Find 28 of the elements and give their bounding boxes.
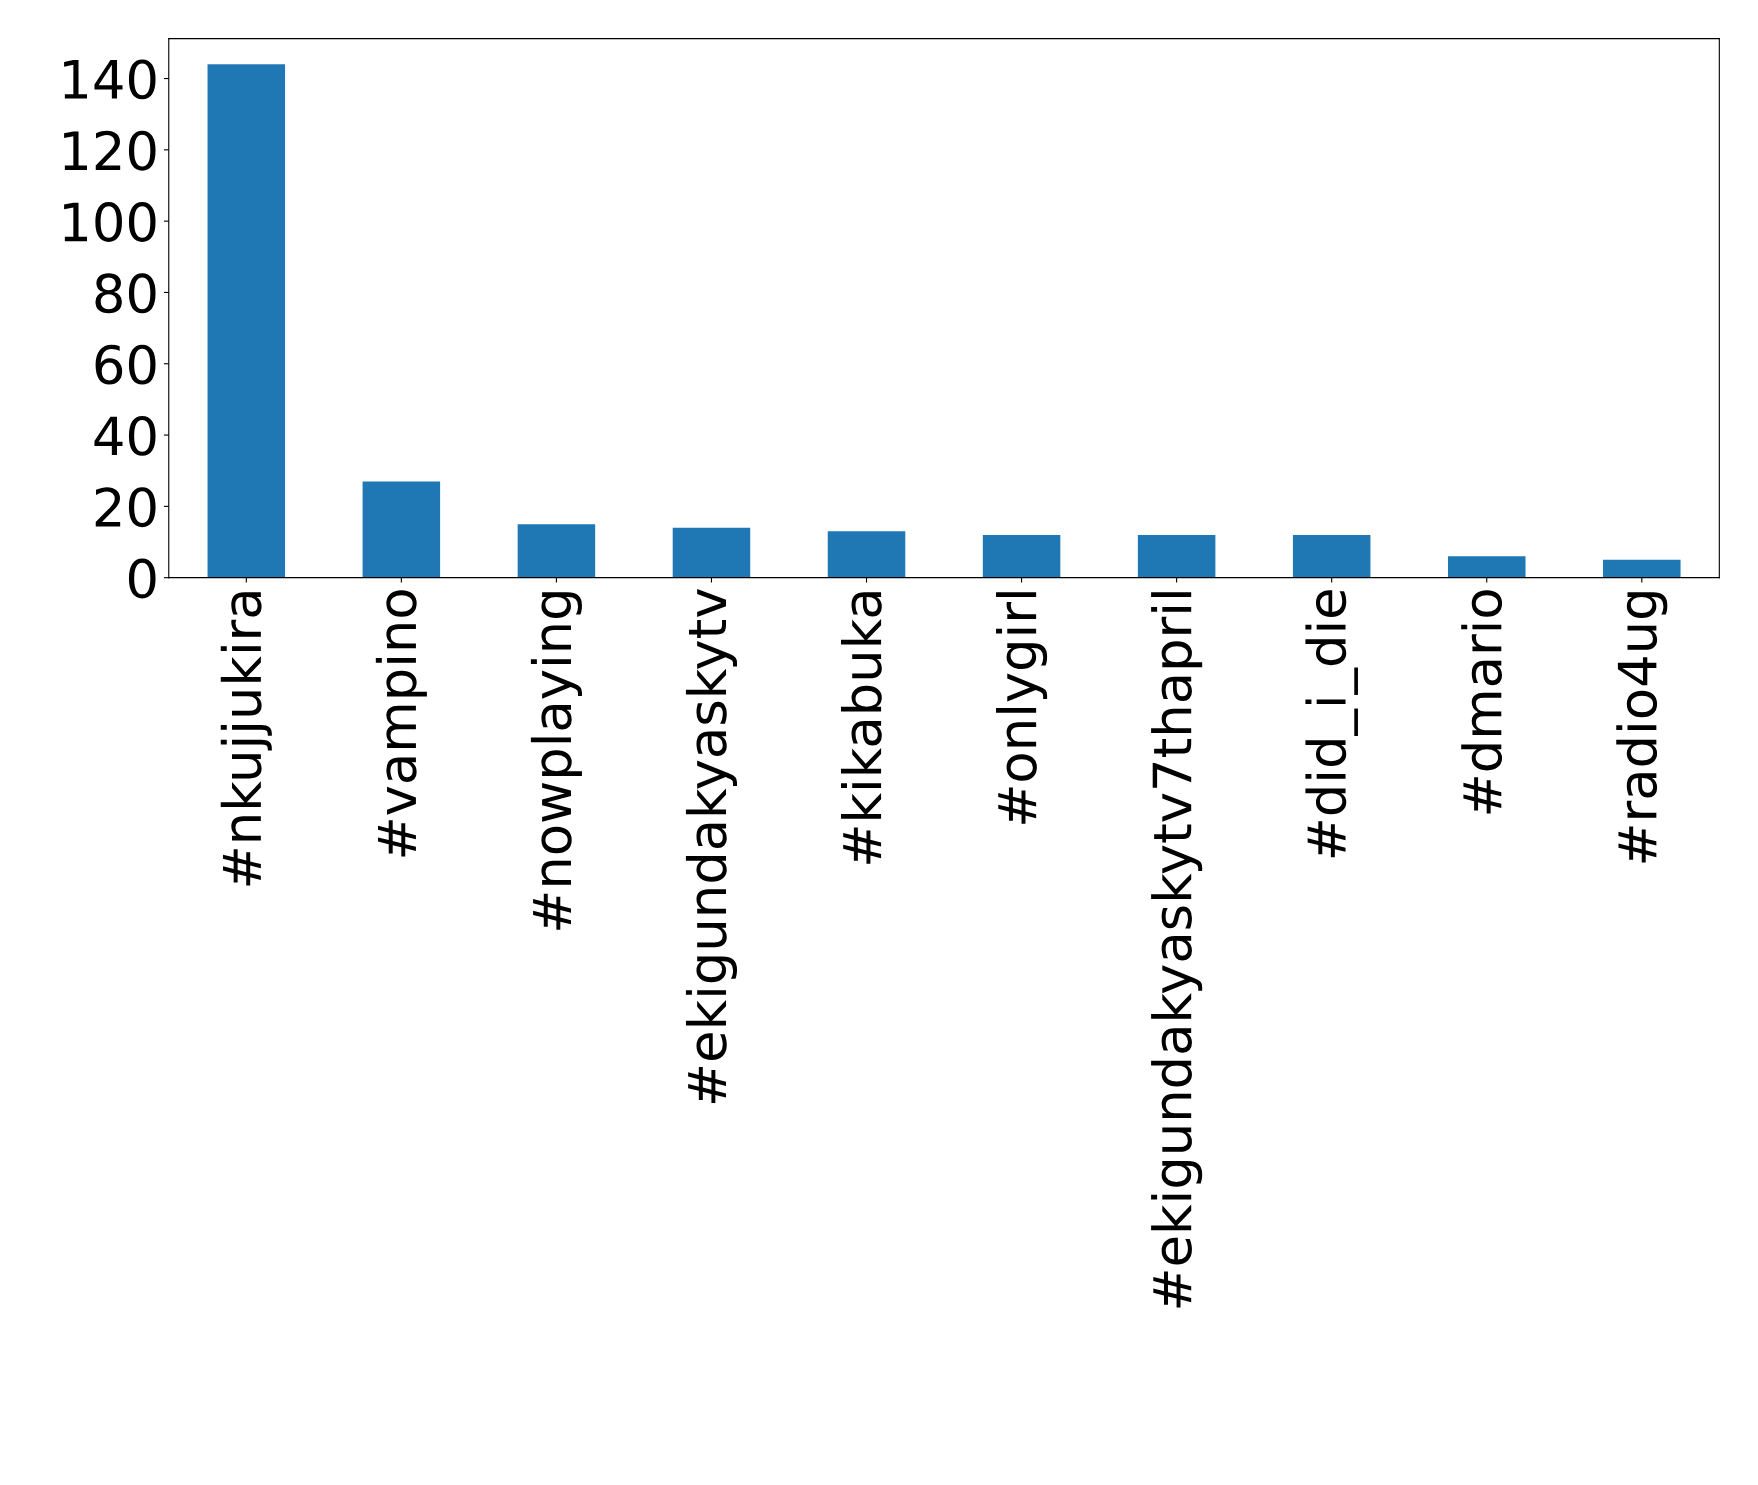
bar (1137, 534, 1216, 578)
x-tick-label: #onlygirl (996, 592, 1048, 824)
bar (1292, 534, 1371, 578)
y-tick-label: 0 (128, 558, 156, 599)
y-tick-label: 40 (94, 415, 156, 456)
x-tick-label: #vampino (375, 590, 427, 857)
y-tick-label: 100 (64, 202, 156, 242)
bar (982, 534, 1061, 578)
bar (517, 524, 596, 578)
y-tick-label: 20 (95, 487, 156, 528)
y-tick-label: 80 (95, 273, 156, 314)
bar (362, 481, 441, 578)
y-tick-label: 140 (64, 59, 156, 100)
bar (1447, 556, 1526, 578)
x-tick-label: #nkujjukira (220, 592, 272, 886)
bar (1603, 559, 1681, 578)
x-tick-label: #ekigundakyaskytv7thapril (1151, 592, 1203, 1308)
x-tick-label: #dmario (1461, 590, 1503, 814)
x-tick-label: #radio4ug (1616, 592, 1668, 863)
bar (207, 64, 286, 578)
x-tick-label: #did_i_die (1305, 590, 1358, 858)
bar (827, 531, 906, 578)
x-tick-label: #kikabuka (840, 592, 882, 864)
bar (672, 527, 751, 578)
y-tick-label: 120 (64, 130, 156, 171)
x-tick-label: #nowplaying (530, 592, 582, 930)
x-tick-label: #ekigundakyaskytv (685, 588, 737, 1104)
y-tick-label: 60 (95, 344, 156, 385)
